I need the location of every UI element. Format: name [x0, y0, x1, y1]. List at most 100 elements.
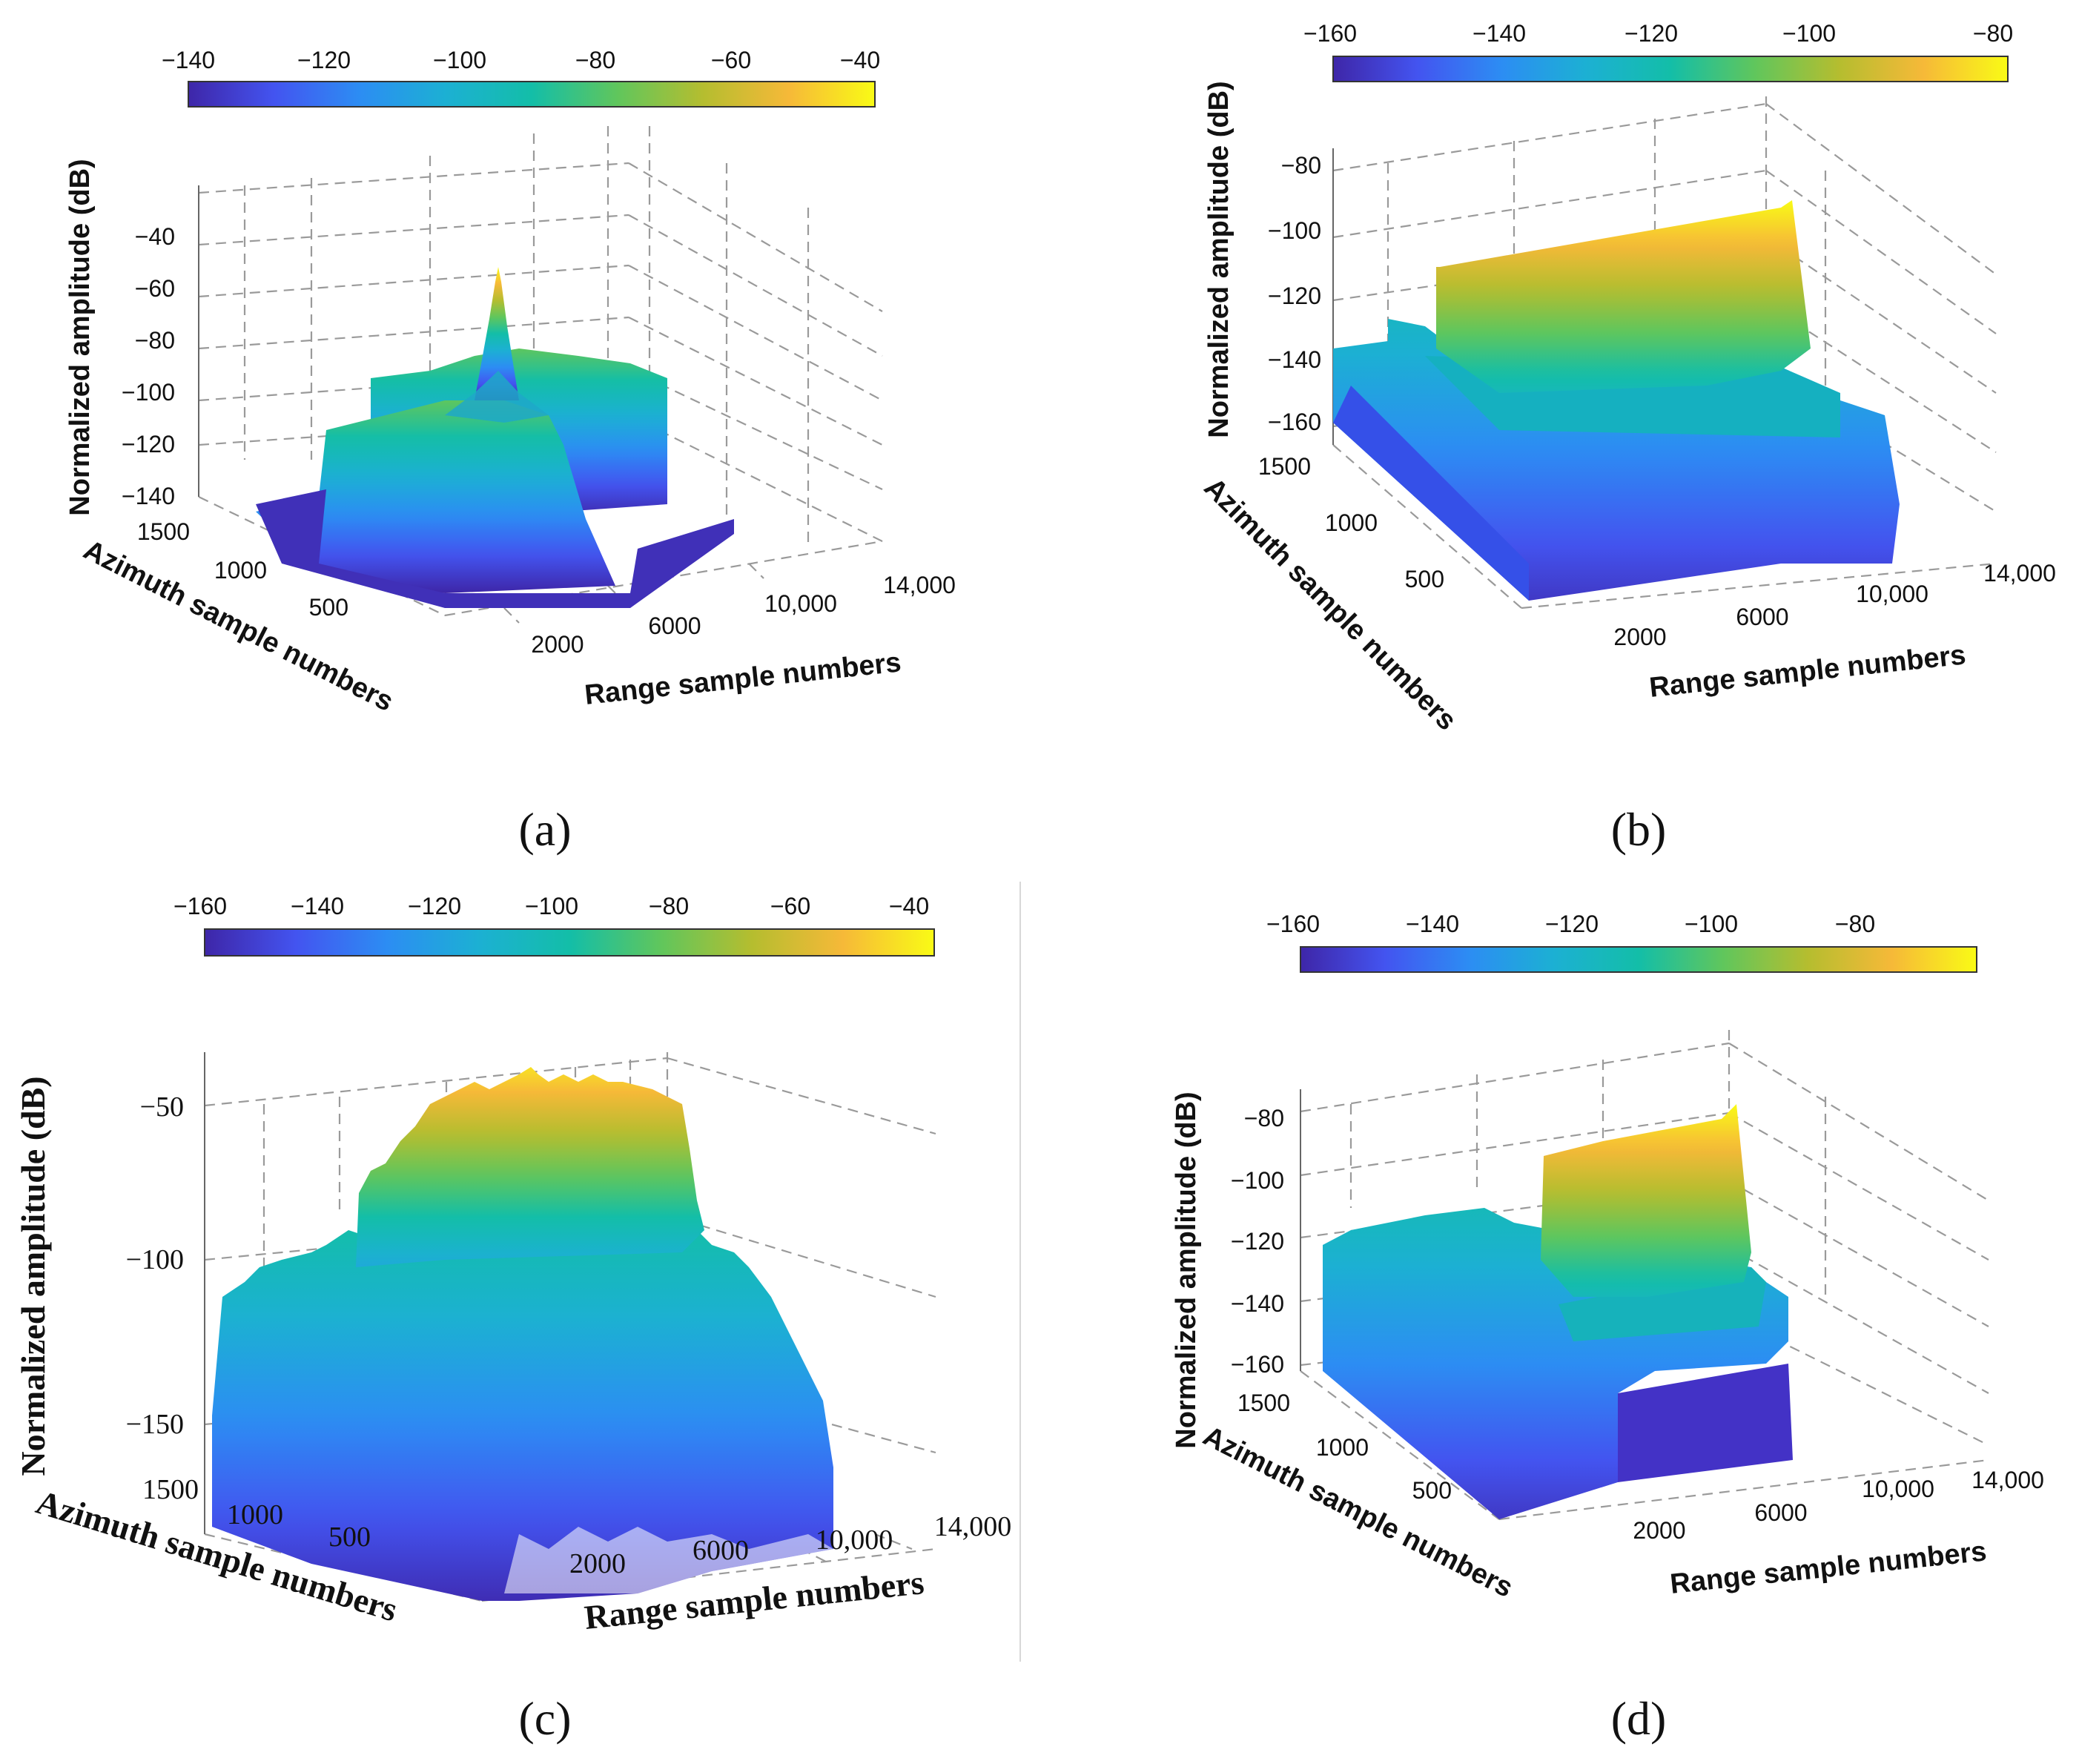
y-tick: 1000	[1325, 509, 1378, 536]
x-tick: 6000	[648, 612, 701, 639]
z-axis-title: Normalized amplitude (dB)	[65, 159, 96, 515]
surface-plot	[212, 1067, 833, 1601]
colorbar-tick: −120	[1624, 20, 1678, 47]
surface-central-mound	[356, 1067, 704, 1267]
colorbar-tick: −100	[1782, 20, 1836, 47]
colorbar-tick: −80	[1835, 911, 1875, 937]
colorbar-tick: −100	[1685, 911, 1738, 937]
surface-plot	[1323, 1104, 1793, 1519]
x-tick: 10,000	[764, 590, 837, 617]
surface-floor	[256, 489, 734, 608]
z-tick: −100	[126, 1244, 184, 1275]
x-axis-title: Range sample numbers	[1648, 639, 1968, 704]
panel-caption: (d)	[1611, 1692, 1667, 1745]
colorbar	[188, 81, 876, 108]
colorbar-tick: −80	[575, 47, 615, 73]
x-tick: 10,000	[1862, 1476, 1934, 1502]
x-tick: 6000	[693, 1535, 749, 1566]
x-tick: 6000	[1754, 1499, 1807, 1526]
surface-plot	[1333, 200, 1900, 601]
x-tick: 14,000	[1983, 560, 2056, 587]
colorbar	[1300, 946, 1977, 973]
x-axis-title: Range sample numbers	[584, 647, 903, 711]
z-axis-title: Normalized amplitude (dB)	[1203, 81, 1234, 437]
panel-caption: (a)	[518, 803, 571, 856]
panel-d: −160 −140 −120 −100 −80 −80 −100 −120 −1…	[1040, 882, 2079, 1763]
z-tick: −100	[122, 379, 175, 406]
z-tick: −50	[140, 1091, 184, 1123]
colorbar-tick: −140	[291, 893, 344, 919]
y-tick: 500	[309, 594, 348, 621]
colorbar-tick: −100	[433, 47, 486, 73]
colorbar	[1332, 56, 2009, 82]
y-tick: 1000	[227, 1499, 283, 1530]
panel-caption: (c)	[518, 1692, 571, 1745]
colorbar-tick: −140	[1406, 911, 1459, 937]
panel-b: −160 −140 −120 −100 −80 −80 −100 −120 −1…	[1040, 0, 2079, 882]
y-tick: 1500	[1237, 1390, 1290, 1416]
x-tick: 10,000	[816, 1524, 893, 1556]
colorbar-tick: −100	[525, 893, 578, 919]
surface-right-wall	[1618, 1364, 1793, 1482]
x-tick: 14,000	[883, 572, 956, 598]
x-tick: 2000	[1613, 624, 1666, 650]
surface-noise-floor	[504, 1527, 833, 1593]
colorbar-tick: −140	[162, 47, 215, 73]
colorbar-tick: −40	[889, 893, 929, 919]
colorbar-tick: −120	[408, 893, 461, 919]
colorbar-tick: −60	[711, 47, 751, 73]
colorbar-tick: −40	[840, 47, 880, 73]
z-tick: −80	[135, 327, 175, 354]
z-tick: −150	[126, 1409, 184, 1440]
x-tick: 6000	[1736, 604, 1788, 630]
surface-main-ridge	[1436, 200, 1811, 393]
x-tick: 2000	[1633, 1517, 1685, 1544]
x-tick: 2000	[569, 1548, 626, 1579]
y-tick: 500	[328, 1522, 371, 1553]
panel-c: −160 −140 −120 −100 −80 −60 −40 −50 −100	[0, 882, 1040, 1763]
colorbar-tick: −120	[1545, 911, 1599, 937]
z-tick: −120	[1231, 1228, 1284, 1255]
y-tick: 1500	[1258, 453, 1311, 480]
colorbar-tick: −120	[297, 47, 351, 73]
z-tick: −80	[1244, 1105, 1284, 1132]
surface-peak	[475, 267, 519, 400]
colorbar-tick: −160	[1303, 20, 1357, 47]
z-tick: −160	[1268, 409, 1321, 435]
z-tick: −100	[1268, 217, 1321, 244]
z-tick: −140	[1231, 1290, 1284, 1317]
y-tick: 1000	[214, 557, 267, 584]
surface-ridge	[445, 371, 549, 423]
x-tick: 14,000	[934, 1511, 1012, 1542]
z-tick: −140	[1268, 346, 1321, 373]
y-tick: 500	[1405, 566, 1444, 592]
z-tick: −120	[1268, 283, 1321, 309]
x-axis-title: Range sample numbers	[1669, 1536, 1989, 1600]
panel-a: −140 −120 −100 −80 −60 −40	[0, 0, 1040, 882]
colorbar-tick: −80	[649, 893, 689, 919]
surface-main-ridge	[1541, 1104, 1751, 1297]
z-tick: −40	[135, 223, 175, 250]
z-tick: −60	[135, 275, 175, 302]
z-axis-title: Normalized amplitude (dB)	[14, 1076, 52, 1476]
surface-plot	[256, 267, 734, 608]
colorbar-tick: −160	[173, 893, 227, 919]
x-tick: 10,000	[1856, 581, 1928, 607]
colorbar-tick: −60	[770, 893, 810, 919]
colorbar-tick: −140	[1473, 20, 1526, 47]
surface-front-face	[1333, 386, 1529, 601]
z-tick: −100	[1231, 1167, 1284, 1194]
surface-base-skirt	[212, 1223, 833, 1601]
z-tick: −140	[122, 483, 175, 509]
surface-front-plateau	[256, 400, 615, 593]
y-tick: 1500	[137, 518, 190, 545]
y-tick: 500	[1412, 1477, 1452, 1504]
colorbar-tick: −80	[1973, 20, 2013, 47]
colorbar	[204, 928, 935, 957]
colorbar-tick: −160	[1266, 911, 1320, 937]
z-tick: −80	[1281, 152, 1321, 179]
x-tick: 2000	[531, 631, 584, 658]
y-tick: 1500	[142, 1474, 199, 1505]
z-tick: −120	[122, 431, 175, 457]
